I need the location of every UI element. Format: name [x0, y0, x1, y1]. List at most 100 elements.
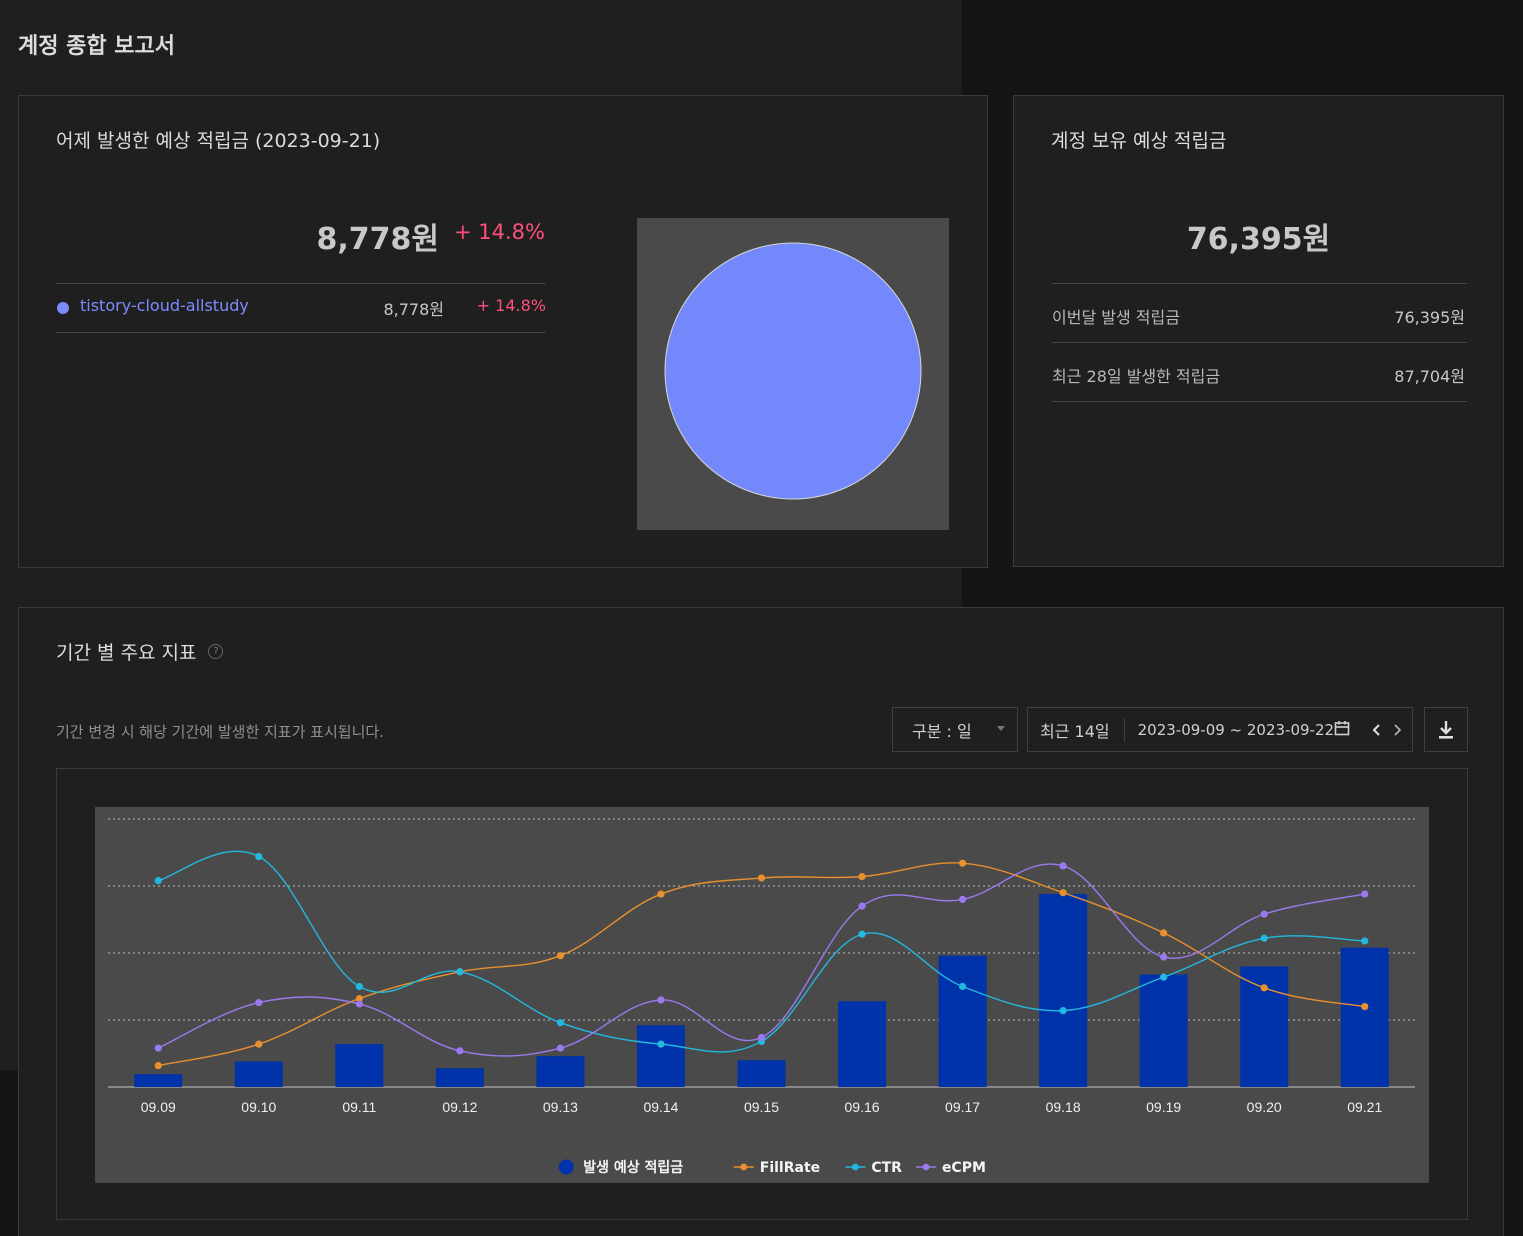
calendar-icon[interactable] [1334, 720, 1350, 736]
bar[interactable] [1139, 974, 1188, 1087]
line-point[interactable] [1260, 984, 1268, 992]
line-point[interactable] [355, 994, 363, 1003]
x-tick-label: 09.19 [1146, 1099, 1181, 1115]
line-point[interactable] [1260, 934, 1268, 942]
yesterday-earnings-card: 어제 발생한 예상 적립금 (2023-09-21) 8,778원 + 14.8… [18, 95, 988, 568]
legend-label[interactable]: FillRate [760, 1160, 820, 1176]
line-point[interactable] [657, 1040, 665, 1048]
line-point[interactable] [456, 968, 464, 976]
date-preset[interactable]: 최근 14일 [1028, 717, 1125, 742]
line-point[interactable] [958, 982, 967, 991]
bar[interactable] [1340, 947, 1389, 1087]
site-color-dot [57, 302, 69, 314]
line-point[interactable] [757, 874, 766, 882]
month-earnings-label: 이번달 발생 적립금 [1052, 308, 1180, 327]
date-range-text[interactable]: 2023-09-09 ~ 2023-09-22 [1137, 720, 1335, 739]
x-tick-label: 09.15 [744, 1099, 779, 1115]
line-point[interactable] [556, 1019, 565, 1027]
bar[interactable] [234, 1061, 283, 1087]
line-point[interactable] [657, 996, 665, 1004]
legend-marker[interactable] [922, 1163, 930, 1171]
line-point[interactable] [1059, 889, 1067, 897]
line-point[interactable] [355, 1000, 363, 1008]
line-point[interactable] [556, 952, 565, 960]
last28-earnings-label: 최근 28일 발생한 적립금 [1052, 367, 1221, 386]
line-point[interactable] [1361, 1003, 1369, 1011]
chevron-down-icon [997, 726, 1005, 731]
date-range-picker[interactable]: 최근 14일 2023-09-09 ~ 2023-09-22 [1027, 707, 1413, 752]
balance-card-title: 계정 보유 예상 적립금 [1051, 130, 1227, 152]
line-point[interactable] [255, 1040, 263, 1048]
chart-container: 09.09 09.10 09.11 09.12 09.13 09.14 09.15 09.16… [56, 768, 1468, 1220]
x-tick-label: 09.20 [1247, 1099, 1282, 1115]
site-change: + 14.8% [476, 296, 546, 315]
yesterday-amount: 8,778원 [316, 222, 440, 257]
legend-marker[interactable] [740, 1163, 748, 1171]
bar[interactable] [134, 1074, 183, 1087]
x-tick-label: 09.17 [945, 1099, 980, 1115]
period-metrics-card: 기간 별 주요 지표 ? 기간 변경 시 해당 기간에 발생한 지표가 표시됩니… [18, 607, 1504, 1236]
legend-label[interactable]: CTR [871, 1160, 902, 1176]
bar[interactable] [938, 955, 987, 1087]
line-point[interactable] [1059, 1007, 1067, 1015]
legend-label[interactable]: eCPM [942, 1160, 986, 1176]
x-tick-label: 09.10 [241, 1099, 276, 1115]
line-point[interactable] [355, 982, 363, 991]
bar[interactable] [636, 1025, 685, 1087]
line-point[interactable] [757, 1033, 766, 1042]
pie-slice[interactable] [664, 242, 922, 500]
bar[interactable] [838, 1001, 887, 1087]
line-point[interactable] [456, 1047, 464, 1055]
trend-title-text: 기간 별 주요 지표 [56, 642, 197, 664]
page-title: 계정 종합 보고서 [18, 34, 175, 59]
line-point[interactable] [1160, 973, 1168, 981]
line-point[interactable] [1361, 890, 1369, 898]
line-point[interactable] [1160, 929, 1168, 937]
line-point[interactable] [255, 998, 263, 1007]
line-point[interactable] [958, 859, 967, 867]
line-point[interactable] [154, 1061, 162, 1070]
bar[interactable] [1039, 894, 1088, 1087]
line-point[interactable] [154, 1044, 162, 1052]
line-point[interactable] [1260, 910, 1268, 918]
divider [56, 332, 546, 333]
account-balance-card: 계정 보유 예상 적립금 76,395원 이번달 발생 적립금 76,395원 … [1013, 95, 1504, 567]
period-unit-select[interactable]: 구분 : 일 [892, 707, 1018, 752]
line-point[interactable] [657, 890, 665, 898]
line-point[interactable] [556, 1044, 565, 1052]
bar[interactable] [737, 1060, 786, 1087]
line-point[interactable] [858, 873, 866, 881]
bar[interactable] [536, 1056, 585, 1087]
bar[interactable] [335, 1044, 384, 1087]
month-earnings-value: 76,395원 [1394, 308, 1465, 327]
line-point[interactable] [858, 902, 866, 910]
site-name: tistory-cloud-allstudy [80, 296, 249, 315]
line-point[interactable] [255, 852, 263, 861]
line-point[interactable] [858, 930, 866, 938]
balance-amount: 76,395원 [1186, 222, 1331, 257]
site-amount: 8,778원 [383, 300, 444, 319]
line-point[interactable] [1160, 953, 1168, 961]
x-tick-label: 09.13 [543, 1099, 578, 1115]
legend-label[interactable]: 발생 예상 적립금 [583, 1159, 683, 1176]
x-tick-label: 09.12 [442, 1099, 477, 1115]
legend-marker[interactable] [558, 1159, 574, 1175]
x-tick-label: 09.11 [342, 1099, 376, 1115]
line-point[interactable] [1059, 862, 1067, 870]
chevron-left-icon[interactable] [1370, 720, 1384, 740]
divider [1052, 283, 1467, 284]
period-unit-value: 구분 : 일 [912, 721, 972, 741]
bar[interactable] [435, 1068, 484, 1087]
yesterday-card-title: 어제 발생한 예상 적립금 (2023-09-21) [56, 130, 381, 152]
x-tick-label: 09.16 [845, 1099, 880, 1115]
line-point[interactable] [1361, 937, 1369, 945]
site-row: tistory-cloud-allstudy 8,778원 + 14.8% [56, 294, 546, 332]
chevron-right-icon[interactable] [1390, 720, 1404, 740]
earnings-pie-chart [637, 218, 949, 530]
question-circle-icon[interactable]: ? [208, 644, 224, 659]
period-description: 기간 변경 시 해당 기간에 발생한 지표가 표시됩니다. [56, 723, 384, 741]
line-point[interactable] [154, 877, 162, 885]
download-button[interactable] [1424, 707, 1468, 752]
line-point[interactable] [958, 895, 967, 903]
legend-marker[interactable] [851, 1163, 859, 1171]
